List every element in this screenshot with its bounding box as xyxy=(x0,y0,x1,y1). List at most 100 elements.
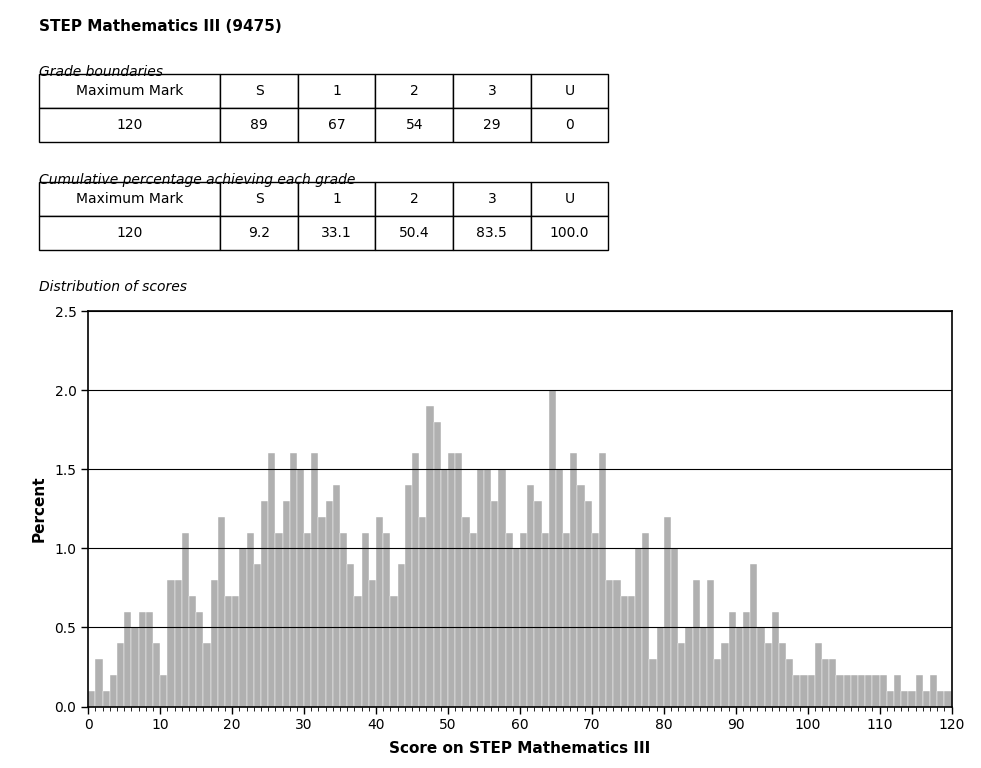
Bar xyxy=(915,675,923,707)
Bar xyxy=(664,517,671,707)
Bar xyxy=(858,675,865,707)
Bar xyxy=(635,548,643,707)
Bar xyxy=(405,485,412,707)
Bar xyxy=(369,580,376,707)
Bar xyxy=(95,659,103,707)
Bar xyxy=(757,627,764,707)
Bar xyxy=(800,675,807,707)
Bar xyxy=(138,611,146,707)
Bar xyxy=(686,627,693,707)
Bar xyxy=(678,644,686,707)
Bar xyxy=(643,532,649,707)
Text: Cumulative percentage achieving each grade: Cumulative percentage achieving each gra… xyxy=(39,173,356,187)
Bar xyxy=(807,675,815,707)
Bar xyxy=(448,453,455,707)
Bar xyxy=(283,501,289,707)
Bar xyxy=(714,659,721,707)
Text: Grade boundaries: Grade boundaries xyxy=(39,65,163,79)
Bar xyxy=(268,453,276,707)
Text: Distribution of scores: Distribution of scores xyxy=(39,280,187,294)
Bar xyxy=(333,485,340,707)
Bar xyxy=(945,690,952,707)
Bar xyxy=(168,580,175,707)
Bar xyxy=(181,532,189,707)
Bar xyxy=(412,453,419,707)
Bar xyxy=(829,659,837,707)
Bar xyxy=(599,453,606,707)
Bar xyxy=(196,611,203,707)
Bar xyxy=(95,659,103,707)
Bar xyxy=(254,564,261,707)
Bar xyxy=(491,501,498,707)
Bar xyxy=(153,644,160,707)
Bar xyxy=(117,644,125,707)
Bar xyxy=(319,517,326,707)
Bar xyxy=(218,517,225,707)
Bar xyxy=(556,469,563,707)
Bar xyxy=(621,596,628,707)
Bar xyxy=(800,675,807,707)
Bar xyxy=(181,532,189,707)
Bar xyxy=(585,501,592,707)
Bar xyxy=(664,517,671,707)
Bar xyxy=(470,532,477,707)
Bar xyxy=(844,675,851,707)
Bar xyxy=(520,532,527,707)
Bar xyxy=(851,675,858,707)
Bar xyxy=(908,690,915,707)
Bar xyxy=(319,517,326,707)
Bar xyxy=(794,675,800,707)
Bar xyxy=(822,659,829,707)
Bar xyxy=(362,532,369,707)
Bar xyxy=(729,611,736,707)
Bar xyxy=(937,690,945,707)
Bar xyxy=(390,596,397,707)
Bar xyxy=(750,564,757,707)
Bar xyxy=(649,659,656,707)
Bar xyxy=(764,644,772,707)
Bar xyxy=(613,580,621,707)
Bar xyxy=(440,469,448,707)
Bar xyxy=(505,532,513,707)
Bar xyxy=(304,532,311,707)
Bar xyxy=(498,469,505,707)
Bar xyxy=(117,644,125,707)
Bar xyxy=(362,532,369,707)
Bar xyxy=(412,453,419,707)
Bar xyxy=(218,517,225,707)
Bar xyxy=(146,611,153,707)
Bar xyxy=(434,422,440,707)
Bar xyxy=(225,596,232,707)
Bar xyxy=(146,611,153,707)
Bar xyxy=(239,548,246,707)
Bar xyxy=(743,611,750,707)
Bar xyxy=(923,690,930,707)
Bar xyxy=(556,469,563,707)
Bar xyxy=(397,564,405,707)
Bar xyxy=(268,453,276,707)
Bar xyxy=(110,675,117,707)
Bar xyxy=(297,469,304,707)
Bar xyxy=(887,690,894,707)
Bar xyxy=(289,453,297,707)
Bar xyxy=(542,532,548,707)
Bar xyxy=(311,453,319,707)
Bar xyxy=(513,548,520,707)
Bar xyxy=(527,485,535,707)
Bar xyxy=(908,690,915,707)
Bar xyxy=(333,485,340,707)
Bar xyxy=(232,596,239,707)
Bar xyxy=(211,580,218,707)
Bar xyxy=(462,517,470,707)
Bar xyxy=(671,548,678,707)
Bar xyxy=(138,611,146,707)
Bar xyxy=(930,675,937,707)
Bar xyxy=(548,390,556,707)
Bar xyxy=(276,532,283,707)
Bar xyxy=(311,453,319,707)
Bar xyxy=(369,580,376,707)
Bar xyxy=(894,675,902,707)
Bar xyxy=(858,675,865,707)
Bar xyxy=(175,580,181,707)
Bar xyxy=(699,627,707,707)
